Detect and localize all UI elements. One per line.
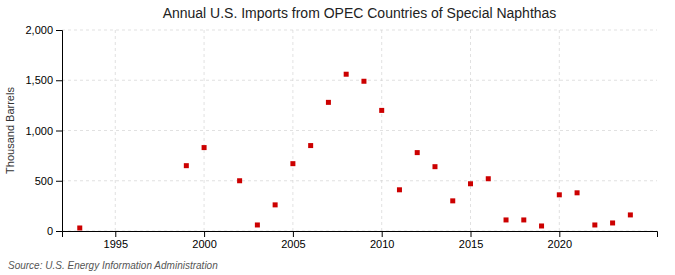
x-axis: 1995 2000 2005 2010 2015 2020 xyxy=(63,231,658,250)
x-tick: 2000 xyxy=(192,231,216,250)
point xyxy=(290,161,295,166)
y-tick-mark xyxy=(56,181,62,182)
point xyxy=(504,217,509,222)
y-tick-mark xyxy=(56,231,62,232)
x-tick: 2005 xyxy=(281,231,305,250)
point xyxy=(432,164,437,169)
grid xyxy=(62,30,657,231)
x-axis-line xyxy=(63,232,658,238)
point xyxy=(361,79,366,84)
x-tick: 2015 xyxy=(459,231,483,250)
point xyxy=(77,225,82,230)
grid-line-y xyxy=(62,180,657,181)
x-tick-mark xyxy=(471,231,472,237)
point xyxy=(592,222,597,227)
y-tick-label: 1,500 xyxy=(25,74,53,86)
x-tick-label: 2000 xyxy=(192,238,216,250)
point xyxy=(308,143,313,148)
grid-line-x xyxy=(204,30,205,231)
y-tick-label: 500 xyxy=(35,175,53,187)
point xyxy=(521,217,526,222)
point xyxy=(184,163,189,168)
y-axis: 0 500 1,000 1,500 2,000 xyxy=(25,24,62,237)
point xyxy=(557,192,562,197)
point xyxy=(628,212,633,217)
point xyxy=(539,223,544,228)
y-tick: 2,000 xyxy=(25,24,62,36)
y-tick: 1,500 xyxy=(25,74,62,86)
y-tick-label: 1,000 xyxy=(25,125,53,137)
point xyxy=(237,178,242,183)
y-tick-mark xyxy=(56,80,62,81)
y-axis-label: Thousand Barrels xyxy=(4,87,16,174)
point xyxy=(397,187,402,192)
x-tick-mark xyxy=(382,231,383,237)
points xyxy=(77,72,633,231)
x-tick: 2010 xyxy=(370,231,394,250)
grid-line-y xyxy=(62,130,657,131)
point xyxy=(255,222,260,227)
point xyxy=(379,108,384,113)
x-tick-mark xyxy=(115,231,116,237)
chart: 1995 2000 2005 2010 2015 2020 0 500 1,000 1,500 2,… xyxy=(0,0,675,275)
x-tick-label: 1995 xyxy=(104,238,128,250)
y-tick-mark xyxy=(56,30,62,31)
x-tick: 1995 xyxy=(104,231,128,250)
grid-line-y xyxy=(62,30,657,31)
source: Source: U.S. Energy Information Administ… xyxy=(8,260,218,271)
point xyxy=(344,72,349,77)
x-tick-label: 2015 xyxy=(459,238,483,250)
y-tick: 500 xyxy=(35,175,62,187)
grid-line-x xyxy=(115,30,116,231)
y-tick-label: 0 xyxy=(47,225,53,237)
point xyxy=(202,145,207,150)
point xyxy=(610,220,615,225)
point xyxy=(273,202,278,207)
y-tick-mark xyxy=(56,131,62,132)
x-tick-label: 2005 xyxy=(281,238,305,250)
x-tick-label: 2020 xyxy=(548,238,572,250)
y-tick: 1,000 xyxy=(25,125,62,137)
x-tick-mark xyxy=(204,231,205,237)
grid-line-y xyxy=(62,80,657,81)
point xyxy=(450,198,455,203)
y-tick: 0 xyxy=(47,225,62,237)
grid-line-x xyxy=(559,30,560,231)
title: Annual U.S. Imports from OPEC Countries … xyxy=(163,5,557,21)
y-axis-line xyxy=(56,31,63,232)
x-tick-mark xyxy=(559,231,560,237)
point xyxy=(326,100,331,105)
point xyxy=(468,181,473,186)
point xyxy=(575,190,580,195)
y-tick-label: 2,000 xyxy=(25,24,53,36)
point xyxy=(415,150,420,155)
plot: 1995 2000 2005 2010 2015 2020 0 500 1,000 1,500 2,… xyxy=(25,24,657,250)
x-tick: 2020 xyxy=(548,231,572,250)
x-tick-mark xyxy=(293,231,294,237)
point xyxy=(486,176,491,181)
x-tick-label: 2010 xyxy=(370,238,394,250)
